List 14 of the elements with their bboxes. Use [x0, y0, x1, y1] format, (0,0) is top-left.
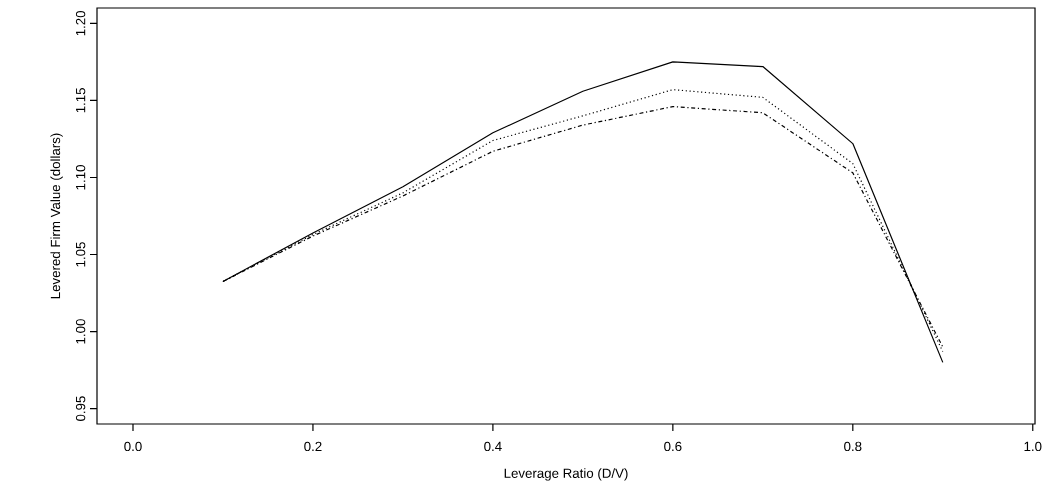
x-tick-label: 0.2 [304, 441, 322, 452]
y-tick-label: 0.95 [75, 396, 86, 421]
y-axis-title: Levered Firm Value (dollars) [50, 133, 63, 299]
y-tick-label: 1.00 [75, 319, 86, 344]
x-tick-label: 0.6 [664, 441, 682, 452]
y-tick-label: 1.15 [76, 88, 86, 113]
y-tick-label: 1.20 [75, 10, 86, 36]
y-tick-label: 1.10 [75, 165, 86, 190]
x-axis-title: Leverage Ratio (D/V) [504, 468, 628, 481]
x-tick-label: 0.4 [484, 441, 502, 452]
x-tick-label: 0.0 [124, 441, 142, 452]
x-tick-label: 0.8 [844, 441, 862, 452]
x-tick-label: 1.0 [1024, 441, 1042, 452]
y-tick-label: 1.05 [75, 242, 86, 267]
